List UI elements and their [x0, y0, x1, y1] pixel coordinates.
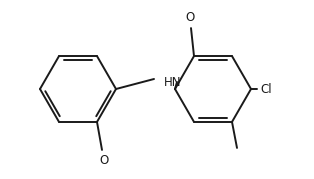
Text: O: O [185, 11, 195, 24]
Text: O: O [99, 154, 109, 167]
Text: HN: HN [164, 76, 181, 88]
Text: Cl: Cl [260, 83, 272, 96]
